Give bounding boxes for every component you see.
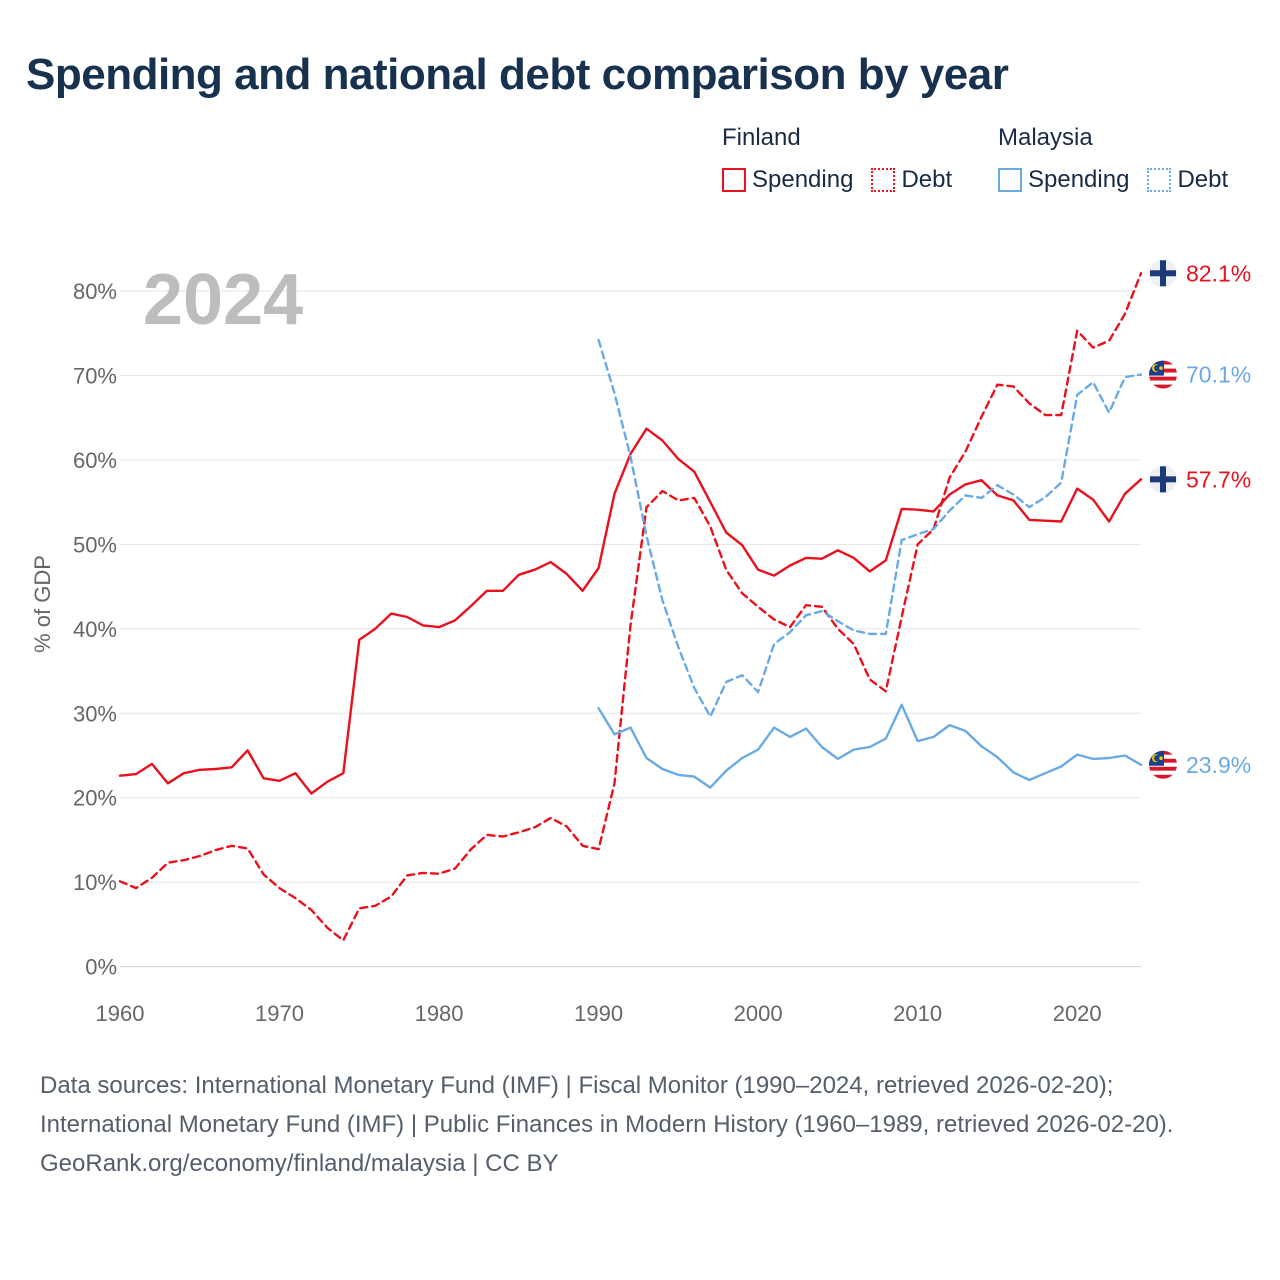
y-tick-label: 10% — [73, 870, 117, 895]
end-marker-finland: 82.1% — [1149, 259, 1251, 288]
malaysia-flag-icon — [1149, 360, 1177, 389]
credit-link[interactable]: GeoRank.org/economy/finland/malaysia | C… — [40, 1150, 559, 1177]
malaysia-flag-icon — [1149, 750, 1177, 779]
x-tick-label: 2010 — [893, 1001, 942, 1026]
legend-label: Spending — [1028, 166, 1130, 193]
legend-label: Debt — [901, 166, 953, 193]
series-finland-spending — [118, 427, 1143, 795]
y-tick-label: 0% — [85, 955, 117, 980]
y-tick-label: 30% — [73, 701, 117, 726]
series-malaysia-debt — [597, 338, 1143, 718]
flag-stripe — [1149, 376, 1177, 381]
end-marker-finland: 57.7% — [1149, 465, 1251, 494]
legend-group-name-malaysia: Malaysia — [998, 124, 1093, 151]
legend-label: Debt — [1177, 166, 1229, 193]
flag-stripe — [1149, 766, 1177, 771]
x-tick-label: 1980 — [415, 1001, 464, 1026]
chart-title: Spending and national debt comparison by… — [26, 50, 1009, 99]
legend-malaysia-spending[interactable]: Spending — [998, 166, 1129, 194]
footer: Data sources: International Monetary Fun… — [40, 1066, 1240, 1183]
y-tick-label: 20% — [73, 786, 117, 811]
legend-finland: Finland Spending Debt — [722, 124, 952, 194]
legend-finland-debt[interactable]: Debt — [871, 166, 952, 194]
legend-swatch-solid — [998, 168, 1022, 192]
y-axis-label: % of GDP — [30, 555, 55, 653]
legend-swatch-solid — [722, 168, 746, 192]
end-value-label: 23.9% — [1186, 752, 1251, 778]
flag-crescent-cut — [1154, 754, 1161, 762]
flag-star — [1159, 756, 1163, 761]
end-value-label: 82.1% — [1186, 260, 1251, 286]
legend-malaysia-debt[interactable]: Debt — [1147, 166, 1228, 194]
x-tick-label: 2000 — [734, 1001, 783, 1026]
flag-crescent-cut — [1154, 364, 1161, 372]
end-marker-malaysia: 70.1% — [1149, 360, 1251, 389]
data-sources: Data sources: International Monetary Fun… — [40, 1072, 1174, 1138]
axes: 2024 % of GDP 0% 10% 20% 30% 40% 50% 60% 70% 80%… — [30, 260, 1102, 1026]
x-tick-label: 1970 — [255, 1001, 304, 1026]
finland-flag-icon — [1150, 476, 1176, 483]
y-tick-label: 70% — [73, 363, 117, 388]
finland-flag-icon — [1150, 270, 1176, 277]
flag-stripe — [1149, 380, 1177, 385]
legend-swatch-dotted — [871, 168, 896, 192]
y-tick-label: 80% — [73, 279, 117, 304]
end-marker-malaysia: 23.9% — [1149, 750, 1251, 779]
series-finland-debt — [118, 272, 1143, 942]
flag-star — [1159, 366, 1163, 370]
flag-stripe — [1149, 770, 1177, 775]
series-malaysia-spending — [597, 703, 1143, 789]
end-value-label: 57.7% — [1186, 466, 1251, 492]
y-tick-label: 40% — [73, 617, 117, 642]
legend-malaysia: Malaysia Spending Debt — [998, 124, 1228, 194]
legend-swatch-dotted — [1147, 168, 1172, 192]
x-tick-label: 1990 — [574, 1001, 623, 1026]
y-tick-label: 50% — [73, 532, 117, 557]
series — [118, 272, 1143, 942]
y-tick-label: 60% — [73, 448, 117, 473]
x-tick-label: 2020 — [1053, 1001, 1102, 1026]
flag-stripe — [1149, 384, 1177, 389]
legend-finland-spending[interactable]: Spending — [722, 166, 853, 194]
end-markers: 57.7% 82.1% 23.9% 70.1% — [1149, 259, 1251, 779]
year-watermark: 2024 — [143, 260, 303, 340]
x-tick-label: 1960 — [96, 1001, 145, 1026]
flag-stripe — [1149, 774, 1177, 779]
legend-group-name-finland: Finland — [722, 124, 801, 151]
legend-label: Spending — [752, 166, 854, 193]
end-value-label: 70.1% — [1186, 362, 1251, 388]
